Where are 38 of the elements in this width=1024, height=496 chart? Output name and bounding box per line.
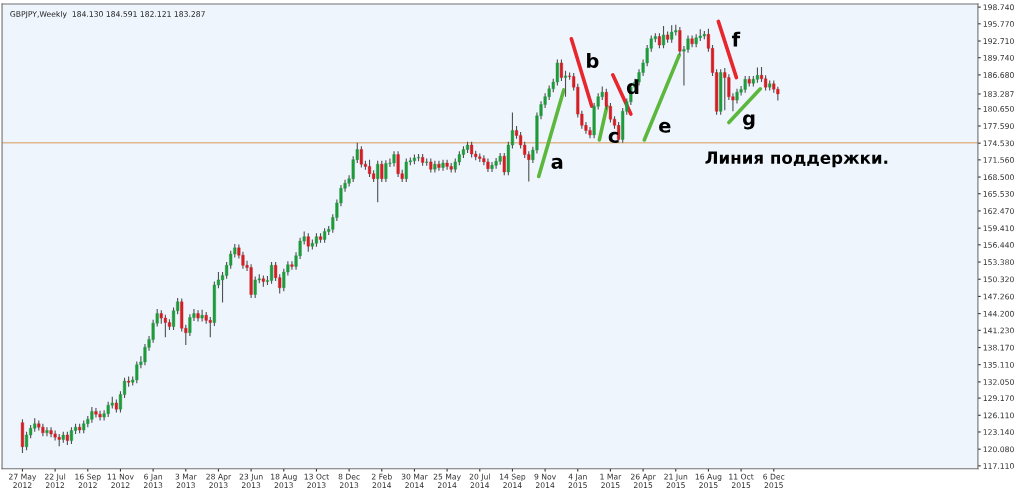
candlestick (53, 429, 57, 442)
series-label: f (731, 31, 741, 47)
candlestick (396, 150, 400, 178)
candlestick (359, 145, 363, 169)
candlestick (617, 121, 621, 144)
candlestick (404, 157, 408, 183)
candlestick (208, 316, 212, 338)
candlestick (102, 409, 106, 421)
candlestick (490, 161, 494, 173)
candlestick (269, 261, 274, 285)
series-label: c (608, 131, 619, 144)
series-label: e (659, 121, 671, 133)
candlestick (94, 407, 98, 419)
candlestick (200, 309, 204, 323)
series-label: a (551, 157, 563, 169)
candlestick (661, 25, 666, 49)
candlestick (384, 159, 388, 183)
series-label: b (587, 53, 599, 69)
candlestick (563, 70, 568, 98)
candlestick (253, 275, 257, 299)
candlestick (49, 426, 53, 438)
candlestick (559, 59, 563, 82)
candlestick (723, 67, 727, 111)
candlestick (163, 314, 167, 338)
candlestick (290, 260, 294, 271)
candlestick (306, 232, 310, 253)
candlestick (45, 426, 49, 437)
candlestick (376, 160, 380, 203)
candlestick (494, 157, 498, 170)
candlestick (502, 152, 506, 176)
candlestick (437, 160, 441, 172)
candlestick (135, 360, 139, 384)
candlestick (98, 410, 102, 421)
candlestick (380, 160, 384, 183)
candlestick (445, 159, 449, 171)
series-label: g (742, 114, 755, 130)
candlestick (188, 313, 192, 337)
ref-line-label: Линия поддержки. (705, 151, 888, 168)
